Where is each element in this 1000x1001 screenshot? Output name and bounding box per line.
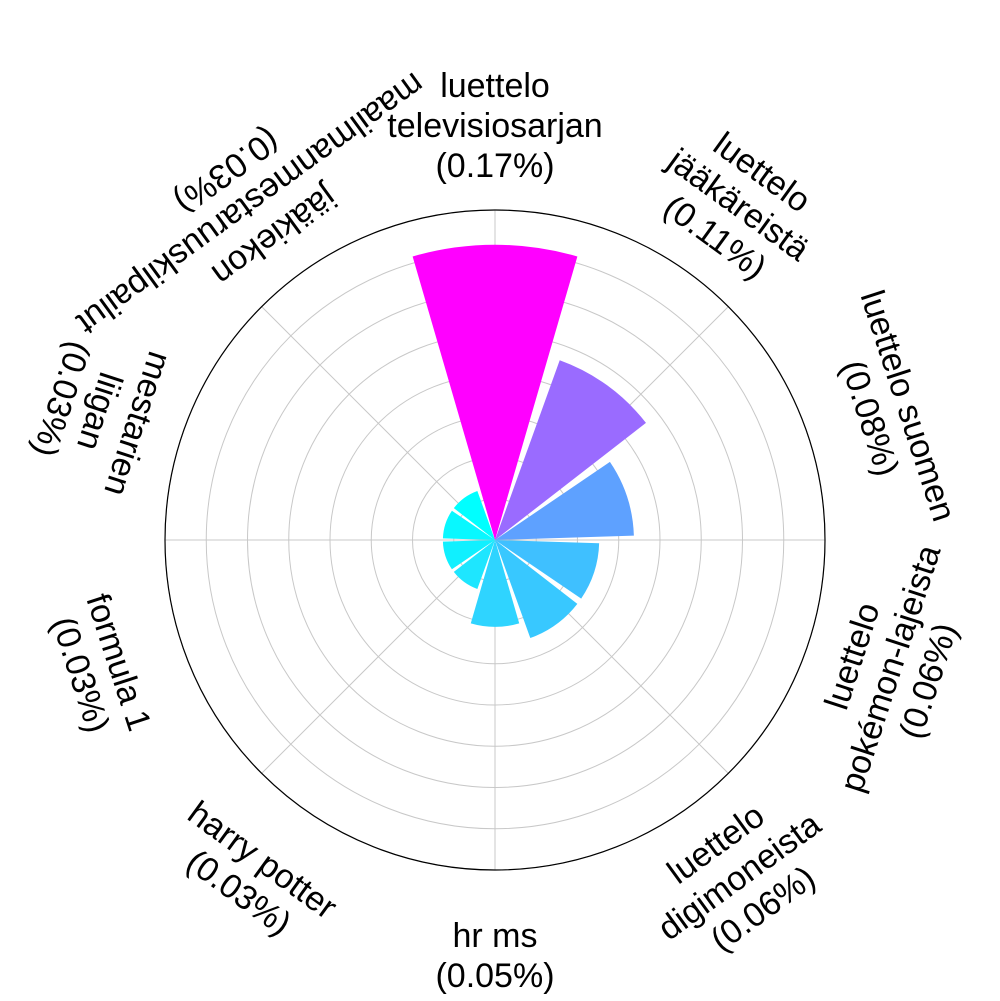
bar-8 bbox=[442, 510, 495, 540]
bar-6 bbox=[453, 540, 495, 590]
category-name-line: luettelo bbox=[440, 67, 550, 105]
bar-9 bbox=[453, 490, 495, 540]
bar-7 bbox=[442, 540, 495, 570]
category-label-text: formula 1(0.03%) bbox=[40, 589, 158, 748]
category-name-line: maailmanmestaruuskilpailut bbox=[69, 65, 431, 343]
category-label-text: luettelo suomen(0.08%) bbox=[815, 286, 963, 538]
category-label-text: mestarienliigan(0.03%) bbox=[20, 322, 178, 500]
bar-4 bbox=[495, 540, 578, 639]
category-label-0: luettelo televisiosarjan (0.17%) bbox=[387, 67, 602, 185]
category-label-5: hr ms (0.05%) bbox=[435, 917, 554, 995]
bars-group bbox=[412, 244, 646, 639]
category-label-7: formula 1(0.03%) bbox=[40, 589, 158, 748]
category-label-text: luettelojääkäreistä(0.11%) bbox=[636, 108, 839, 301]
grid-spoke bbox=[261, 306, 496, 541]
category-label-6: harry potter(0.03%) bbox=[157, 794, 344, 959]
category-label-9: jääkiekonmaailmanmestaruuskilpailut(0.03… bbox=[46, 32, 455, 374]
category-label-8: mestarienliigan(0.03%) bbox=[20, 322, 179, 501]
bar-1 bbox=[495, 360, 646, 540]
bar-5 bbox=[470, 540, 520, 627]
category-name-line: televisiosarjan bbox=[387, 107, 602, 145]
category-label-text: jääkiekonmaailmanmestaruuskilpailut(0.03… bbox=[46, 32, 455, 374]
category-labels: luettelo televisiosarjan (0.17%) luettelojä… bbox=[20, 32, 965, 995]
category-label-text: luettelo televisiosarjan (0.17%) bbox=[387, 67, 602, 185]
category-label-4: luettelodigimoneista(0.06%) bbox=[628, 773, 852, 981]
polar-frame bbox=[164, 209, 826, 871]
bar-0 bbox=[412, 244, 578, 540]
category-label-text: luettelodigimoneista(0.06%) bbox=[628, 773, 852, 981]
category-percentage: (0.05%) bbox=[435, 957, 554, 995]
bar-3 bbox=[495, 540, 600, 599]
category-label-2: luettelo suomen(0.08%) bbox=[815, 286, 963, 538]
category-label-1: luettelojääkäreistä(0.11%) bbox=[636, 108, 839, 301]
category-label-text: hr ms (0.05%) bbox=[435, 917, 554, 995]
category-name-line: hr ms bbox=[453, 917, 538, 955]
bar-2 bbox=[495, 461, 634, 540]
category-label-text: harry potter(0.03%) bbox=[157, 794, 344, 959]
category-percentage: (0.17%) bbox=[435, 147, 554, 185]
grid-spoke bbox=[261, 539, 496, 774]
